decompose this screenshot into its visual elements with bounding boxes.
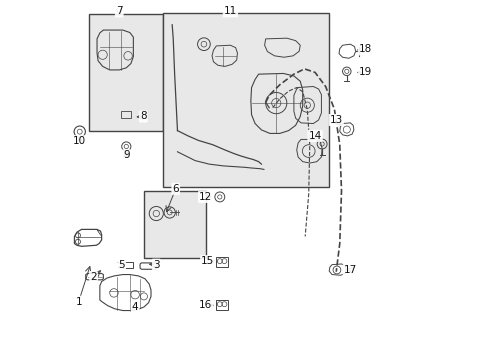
Text: 17: 17 xyxy=(343,265,356,275)
Text: 5: 5 xyxy=(118,260,125,270)
Text: 10: 10 xyxy=(73,136,86,146)
Text: 9: 9 xyxy=(123,150,129,160)
Text: 15: 15 xyxy=(201,256,214,266)
Text: 1: 1 xyxy=(75,297,82,307)
Bar xyxy=(121,111,131,118)
Text: 13: 13 xyxy=(329,115,342,125)
Text: 16: 16 xyxy=(199,300,212,310)
Bar xyxy=(122,262,133,268)
Text: 2: 2 xyxy=(90,272,97,282)
Bar xyxy=(216,300,227,310)
Bar xyxy=(89,14,163,131)
Text: 19: 19 xyxy=(358,67,371,77)
Bar xyxy=(143,190,205,258)
Text: 12: 12 xyxy=(199,192,212,202)
Text: 18: 18 xyxy=(358,45,371,54)
Text: 6: 6 xyxy=(172,184,179,194)
Text: 7: 7 xyxy=(116,6,122,16)
Bar xyxy=(216,257,227,267)
Text: 4: 4 xyxy=(132,302,138,312)
Text: 11: 11 xyxy=(224,6,237,16)
Text: 3: 3 xyxy=(153,260,159,270)
Text: 8: 8 xyxy=(140,112,146,121)
Bar xyxy=(163,13,328,187)
Text: 14: 14 xyxy=(308,131,321,141)
